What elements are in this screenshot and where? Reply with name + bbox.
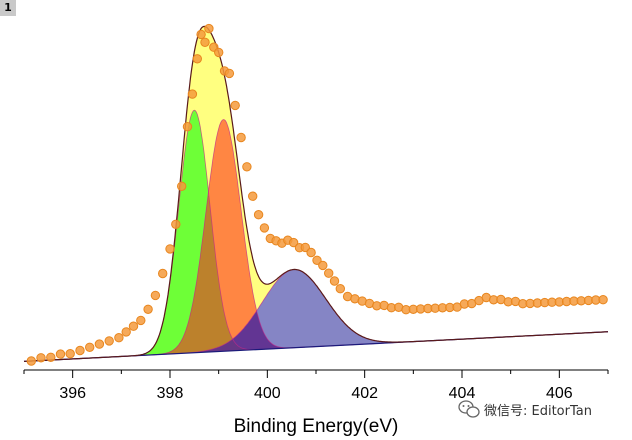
x-tick-label: 398 bbox=[157, 385, 184, 402]
data-point bbox=[136, 315, 146, 326]
data-point bbox=[55, 349, 66, 359]
data-point bbox=[318, 260, 328, 271]
envelope-line bbox=[23, 25, 609, 362]
data-point bbox=[94, 339, 105, 349]
data-point bbox=[224, 68, 235, 79]
data-point bbox=[300, 242, 310, 253]
fit-components bbox=[23, 109, 609, 362]
data-point bbox=[150, 290, 161, 301]
data-point bbox=[259, 223, 270, 233]
plot-area bbox=[23, 23, 609, 366]
data-point bbox=[171, 219, 181, 230]
data-point bbox=[248, 191, 258, 201]
data-point bbox=[324, 268, 334, 278]
data-point bbox=[165, 244, 175, 254]
x-tick-label: 406 bbox=[546, 385, 573, 402]
data-point bbox=[196, 29, 206, 40]
data-point bbox=[177, 181, 187, 192]
data-point bbox=[329, 276, 340, 286]
data-points bbox=[26, 23, 608, 366]
data-point bbox=[598, 295, 608, 305]
layer-index-badge[interactable]: 1 bbox=[0, 0, 16, 16]
data-point bbox=[306, 247, 316, 258]
data-point bbox=[253, 210, 264, 220]
data-point bbox=[182, 122, 193, 132]
wechat-icon bbox=[458, 400, 480, 418]
data-point bbox=[312, 255, 322, 265]
fit-component-1 bbox=[24, 110, 608, 362]
data-point bbox=[242, 162, 252, 172]
data-point bbox=[288, 237, 299, 248]
x-axis-ticks: 396 398 400 402 404 406 bbox=[23, 370, 609, 402]
data-point bbox=[114, 333, 124, 343]
data-point bbox=[75, 345, 85, 356]
x-tick-label: 402 bbox=[351, 385, 378, 402]
data-point bbox=[65, 349, 75, 359]
x-tick-label: 400 bbox=[254, 385, 281, 402]
data-point bbox=[158, 268, 168, 279]
data-point bbox=[214, 47, 224, 58]
data-point bbox=[104, 336, 114, 346]
data-point bbox=[204, 23, 214, 34]
x-tick-label: 404 bbox=[449, 385, 476, 402]
fit-component-3 bbox=[24, 269, 608, 362]
data-point bbox=[236, 132, 246, 143]
watermark-text: 微信号: EditorTan bbox=[484, 404, 592, 419]
data-point bbox=[192, 54, 203, 64]
data-point bbox=[187, 89, 198, 99]
data-point bbox=[85, 342, 95, 352]
data-point bbox=[230, 100, 240, 111]
data-point bbox=[335, 284, 345, 294]
data-point bbox=[200, 37, 210, 47]
watermark: 微信号: EditorTan bbox=[458, 400, 592, 419]
data-point bbox=[36, 353, 46, 363]
data-point bbox=[143, 304, 153, 314]
x-axis-title: Binding Energy(eV) bbox=[234, 416, 399, 437]
x-tick-label: 396 bbox=[59, 385, 86, 402]
data-point bbox=[121, 327, 131, 337]
data-point bbox=[128, 321, 139, 331]
data-point bbox=[26, 356, 36, 366]
data-point bbox=[46, 352, 56, 362]
